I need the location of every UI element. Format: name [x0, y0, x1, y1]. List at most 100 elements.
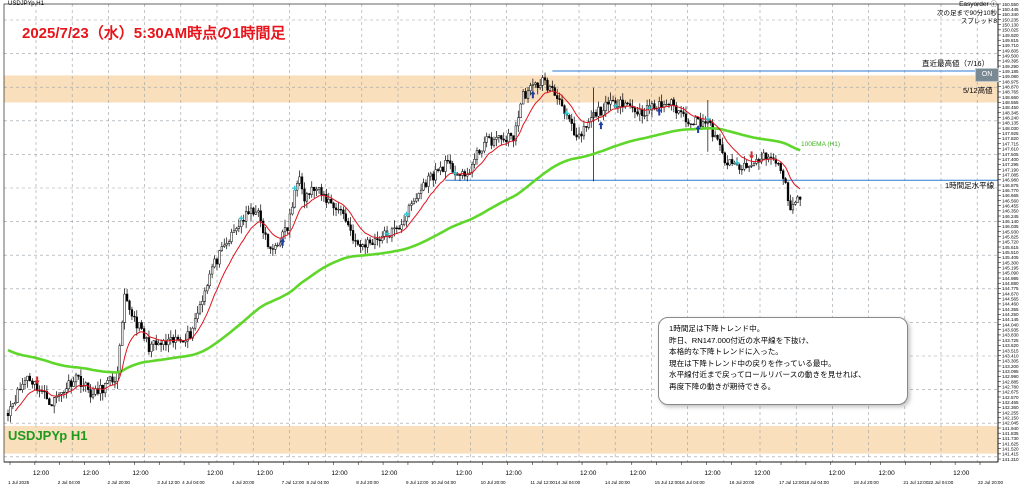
candle-body — [53, 397, 56, 407]
candle-body — [779, 163, 782, 171]
price-tick-label: 145.510 — [1002, 250, 1019, 255]
candle-body — [349, 224, 352, 231]
candle-body — [490, 137, 493, 146]
candle-body — [398, 227, 401, 230]
time-tick-label: 12:00 — [207, 470, 224, 477]
candle-body — [325, 193, 328, 203]
candle-body — [765, 152, 768, 159]
price-tick-label: 150.235 — [1002, 17, 1019, 22]
price-tick-label: 147.295 — [1002, 162, 1019, 167]
candle-body — [55, 396, 58, 398]
price-tick-label: 143.515 — [1002, 348, 1019, 353]
price-tick-label: 143.935 — [1002, 328, 1019, 333]
candle-body — [332, 202, 335, 209]
window-symbol-caption: USDJPYp,H1 — [8, 1, 44, 7]
candle-body — [407, 205, 411, 217]
signal-cross-marker — [734, 160, 740, 166]
candle-body — [456, 174, 459, 176]
candle-body — [373, 238, 377, 245]
time-tick-label: 1 Jul 2025 — [8, 480, 30, 485]
candle-body — [541, 77, 544, 86]
candle-body — [364, 244, 367, 248]
candle-body — [689, 123, 692, 125]
price-tick-label: 142.465 — [1002, 400, 1019, 405]
price-tick-label: 150.445 — [1002, 7, 1019, 12]
on-toggle-button[interactable]: ON — [975, 68, 999, 82]
price-tick-label: 147.610 — [1002, 147, 1019, 152]
time-tick-label: 16 Jul 04:00 — [680, 480, 705, 485]
candle-body — [223, 244, 226, 247]
time-tick-label: 22 Jul 04:00 — [928, 480, 953, 485]
candle-body — [556, 95, 559, 99]
candle-body — [298, 176, 301, 184]
candle-body — [235, 228, 238, 232]
candle-body — [692, 123, 695, 126]
note-line: 本格的な下降トレンドに入った。 — [669, 347, 783, 357]
candle-body — [577, 133, 581, 138]
candle-body — [531, 84, 535, 86]
candle-body — [293, 189, 296, 208]
candle-body — [172, 337, 175, 343]
candle-body — [376, 238, 379, 240]
candle-body — [189, 331, 192, 339]
candle-body — [322, 193, 326, 196]
candle-body — [422, 182, 425, 191]
easyorder-title[interactable]: Easyorder ⓘ — [959, 1, 997, 8]
candle-body — [138, 322, 141, 329]
price-tick-label: 144.250 — [1002, 312, 1019, 317]
candle-body — [509, 133, 513, 136]
candle-body — [14, 402, 17, 404]
candle-body — [167, 338, 170, 346]
candle-body — [155, 340, 158, 346]
candle-body — [359, 244, 362, 247]
candle-body — [636, 111, 639, 115]
candle-body — [50, 404, 53, 407]
candle-body — [485, 136, 488, 143]
candle-body — [342, 209, 345, 214]
price-tick-label: 148.135 — [1002, 121, 1019, 126]
time-tick-label: 14 Jul 04:00 — [555, 480, 580, 485]
candle-body — [254, 211, 258, 215]
candle-body — [142, 328, 146, 339]
recent-high-zone — [4, 75, 998, 103]
price-tick-label: 150.130 — [1002, 22, 1019, 27]
candle-body — [415, 198, 418, 202]
price-tick-label: 144.565 — [1002, 297, 1019, 302]
candle-body — [487, 136, 491, 138]
candle-body — [176, 336, 180, 340]
candle-body — [266, 234, 270, 248]
time-tick-label: 4 Jul 04:00 — [182, 480, 205, 485]
price-tick-label: 142.885 — [1002, 379, 1019, 384]
price-tick-label: 144.355 — [1002, 307, 1019, 312]
candle-body — [220, 246, 223, 251]
sell-signal-arrow — [34, 376, 40, 385]
candle-body — [291, 206, 294, 215]
candle-body — [330, 199, 333, 204]
price-tick-label: 149.710 — [1002, 43, 1019, 48]
candle-body — [495, 137, 498, 140]
candle-body — [296, 183, 299, 191]
signal-cross-marker — [564, 110, 570, 116]
candle-body — [616, 106, 620, 109]
time-tick-label: 12:00 — [33, 470, 50, 477]
candle-body — [752, 163, 756, 166]
candle-body — [585, 126, 588, 128]
signal-cross-marker — [613, 103, 618, 109]
candle-body — [667, 103, 671, 106]
time-tick-label: 10 Jul 04:00 — [431, 480, 456, 485]
candle-body — [424, 182, 428, 187]
time-tick-label: 9 Jul 12:00 — [406, 480, 429, 485]
time-tick-label: 18 Jul 20:00 — [854, 480, 879, 485]
price-tick-label: 148.870 — [1002, 85, 1019, 90]
candle-body — [286, 227, 289, 231]
candle-body — [609, 99, 612, 105]
candle-body — [721, 144, 724, 154]
candle-body — [402, 220, 406, 225]
candle-body — [738, 164, 741, 170]
candle-body — [111, 376, 114, 383]
candle-body — [390, 228, 394, 238]
candle-body — [354, 240, 357, 242]
easyorder-info-panel: Easyorder ⓘ 次の足まで90分10秒 スプレッド8 — [937, 1, 997, 27]
price-tick-label: 144.985 — [1002, 276, 1019, 281]
price-tick-label: 142.675 — [1002, 390, 1019, 395]
